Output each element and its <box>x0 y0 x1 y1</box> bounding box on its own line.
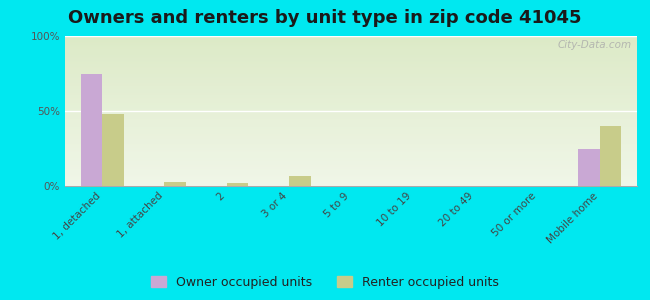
Bar <box>227 183 248 186</box>
Bar <box>289 176 311 186</box>
Bar <box>600 126 621 186</box>
Text: City-Data.com: City-Data.com <box>557 40 631 50</box>
Legend: Owner occupied units, Renter occupied units: Owner occupied units, Renter occupied un… <box>146 271 504 294</box>
Bar <box>578 148 600 186</box>
Text: Owners and renters by unit type in zip code 41045: Owners and renters by unit type in zip c… <box>68 9 582 27</box>
Bar <box>81 74 102 186</box>
Bar <box>102 114 124 186</box>
Bar <box>164 182 187 186</box>
